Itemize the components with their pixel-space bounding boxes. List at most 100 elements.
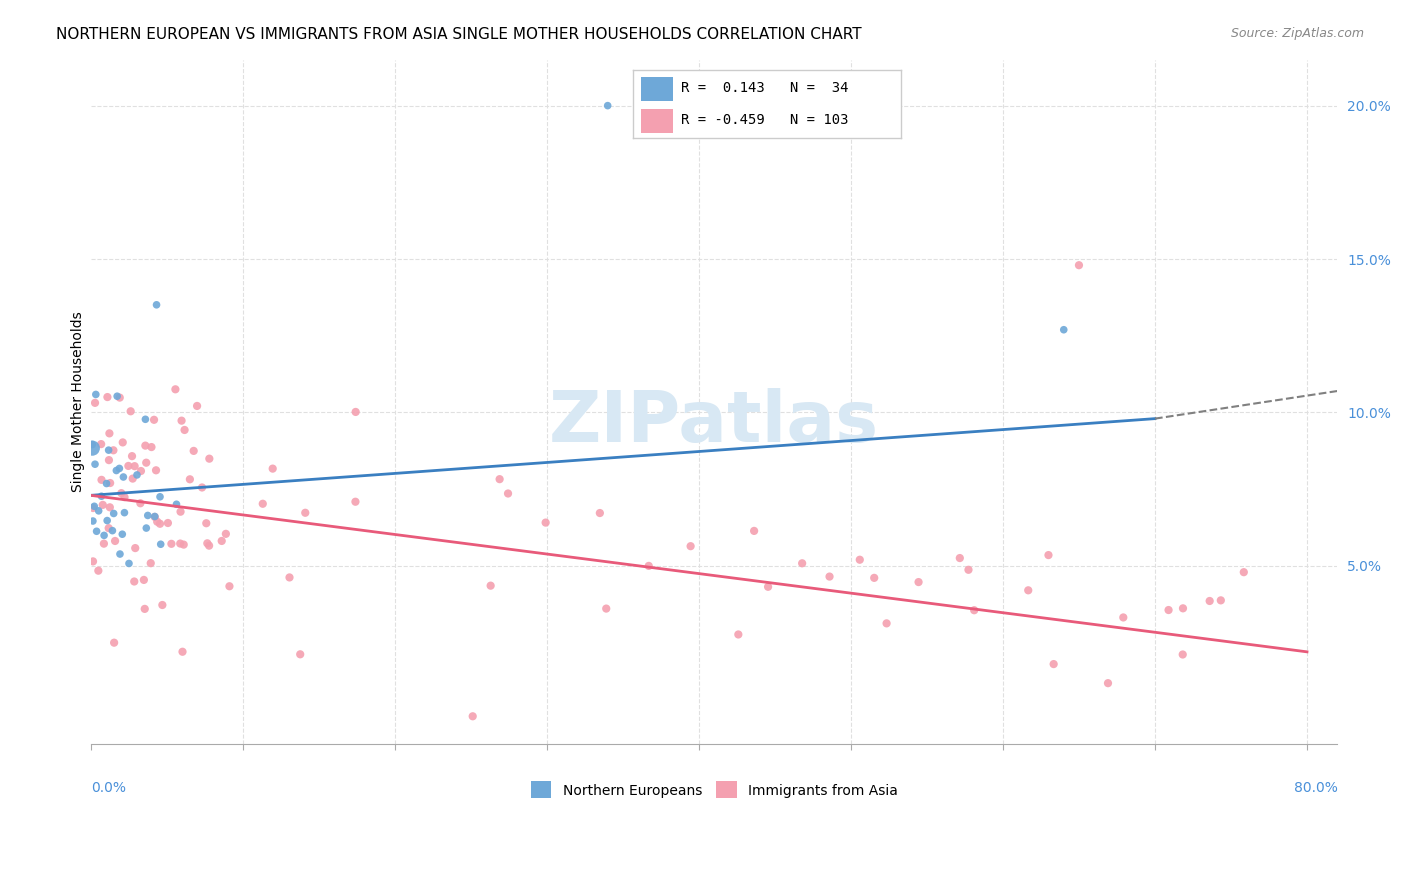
Northern Europeans	[114, 506, 136, 520]
Immigrants from Asia	[290, 648, 312, 662]
Immigrants from Asia	[110, 486, 132, 500]
Immigrants from Asia	[156, 516, 179, 530]
Immigrants from Asia	[84, 396, 107, 410]
Immigrants from Asia	[129, 464, 152, 478]
Immigrants from Asia	[90, 473, 112, 487]
Immigrants from Asia	[262, 461, 284, 475]
Immigrants from Asia	[150, 598, 173, 612]
Immigrants from Asia	[198, 539, 221, 553]
Immigrants from Asia	[145, 463, 167, 477]
Immigrants from Asia	[96, 390, 118, 404]
Immigrants from Asia	[129, 496, 152, 510]
Northern Europeans	[97, 443, 120, 458]
Immigrants from Asia	[876, 616, 898, 631]
Northern Europeans	[134, 412, 156, 426]
Immigrants from Asia	[792, 556, 814, 570]
Immigrants from Asia	[111, 435, 134, 450]
Immigrants from Asia	[344, 494, 367, 508]
Immigrants from Asia	[679, 539, 702, 553]
Text: NORTHERN EUROPEAN VS IMMIGRANTS FROM ASIA SINGLE MOTHER HOUSEHOLDS CORRELATION C: NORTHERN EUROPEAN VS IMMIGRANTS FROM ASI…	[56, 27, 862, 42]
Immigrants from Asia	[170, 414, 193, 428]
Immigrants from Asia	[98, 476, 121, 491]
Immigrants from Asia	[496, 486, 519, 500]
Immigrants from Asia	[135, 456, 157, 470]
Northern Europeans	[135, 521, 157, 535]
Immigrants from Asia	[1112, 610, 1135, 624]
Immigrants from Asia	[143, 509, 166, 524]
Immigrants from Asia	[141, 440, 163, 454]
Northern Europeans	[82, 437, 104, 451]
Immigrants from Asia	[165, 382, 187, 396]
Northern Europeans	[82, 441, 104, 455]
Northern Europeans	[86, 524, 108, 539]
Immigrants from Asia	[172, 645, 194, 659]
Immigrants from Asia	[114, 490, 136, 504]
Immigrants from Asia	[742, 524, 765, 538]
Immigrants from Asia	[195, 536, 218, 550]
Immigrants from Asia	[104, 533, 127, 548]
Northern Europeans	[96, 514, 118, 528]
Immigrants from Asia	[637, 558, 659, 573]
Northern Europeans	[118, 557, 141, 571]
Y-axis label: Single Mother Households: Single Mother Households	[72, 311, 86, 492]
Immigrants from Asia	[139, 556, 162, 570]
Northern Europeans	[596, 98, 619, 112]
Immigrants from Asia	[218, 579, 240, 593]
Immigrants from Asia	[294, 506, 316, 520]
Immigrants from Asia	[98, 500, 121, 515]
Northern Europeans	[101, 524, 124, 538]
Immigrants from Asia	[252, 497, 274, 511]
Immigrants from Asia	[1097, 676, 1119, 690]
Immigrants from Asia	[198, 451, 221, 466]
Immigrants from Asia	[1067, 258, 1090, 272]
Immigrants from Asia	[134, 602, 156, 616]
Immigrants from Asia	[215, 526, 238, 541]
Northern Europeans	[90, 489, 112, 503]
Northern Europeans	[105, 389, 128, 403]
Immigrants from Asia	[173, 538, 195, 552]
Northern Europeans	[96, 476, 118, 491]
Immigrants from Asia	[195, 516, 218, 531]
Immigrants from Asia	[169, 505, 191, 519]
Immigrants from Asia	[534, 516, 557, 530]
Immigrants from Asia	[87, 564, 110, 578]
Immigrants from Asia	[90, 437, 112, 451]
Northern Europeans	[136, 508, 159, 523]
Immigrants from Asia	[124, 459, 146, 474]
Immigrants from Asia	[169, 536, 191, 550]
Immigrants from Asia	[191, 481, 214, 495]
Immigrants from Asia	[1198, 594, 1220, 608]
Immigrants from Asia	[1171, 601, 1194, 615]
Immigrants from Asia	[1017, 583, 1039, 598]
Northern Europeans	[105, 463, 128, 477]
Immigrants from Asia	[103, 635, 125, 649]
Immigrants from Asia	[91, 498, 114, 512]
Immigrants from Asia	[863, 571, 886, 585]
Immigrants from Asia	[179, 472, 201, 486]
Immigrants from Asia	[120, 404, 142, 418]
Immigrants from Asia	[1038, 548, 1060, 562]
Legend: Northern Europeans, Immigrants from Asia: Northern Europeans, Immigrants from Asia	[523, 774, 904, 805]
Immigrants from Asia	[957, 563, 980, 577]
Northern Europeans	[108, 461, 131, 475]
Northern Europeans	[1053, 323, 1076, 337]
Immigrants from Asia	[97, 521, 120, 535]
Immigrants from Asia	[82, 501, 104, 516]
Immigrants from Asia	[548, 429, 571, 443]
Northern Europeans	[125, 467, 148, 482]
Northern Europeans	[84, 387, 107, 401]
Immigrants from Asia	[727, 627, 749, 641]
Immigrants from Asia	[124, 541, 146, 555]
Northern Europeans	[166, 497, 188, 511]
Immigrants from Asia	[97, 453, 120, 467]
Immigrants from Asia	[818, 569, 841, 583]
Northern Europeans	[111, 527, 134, 541]
Immigrants from Asia	[461, 709, 484, 723]
Immigrants from Asia	[146, 515, 169, 529]
Northern Europeans	[112, 470, 135, 484]
Northern Europeans	[103, 507, 125, 521]
Immigrants from Asia	[117, 458, 139, 473]
Immigrants from Asia	[122, 574, 145, 589]
Northern Europeans	[108, 547, 131, 561]
Northern Europeans	[143, 509, 166, 524]
